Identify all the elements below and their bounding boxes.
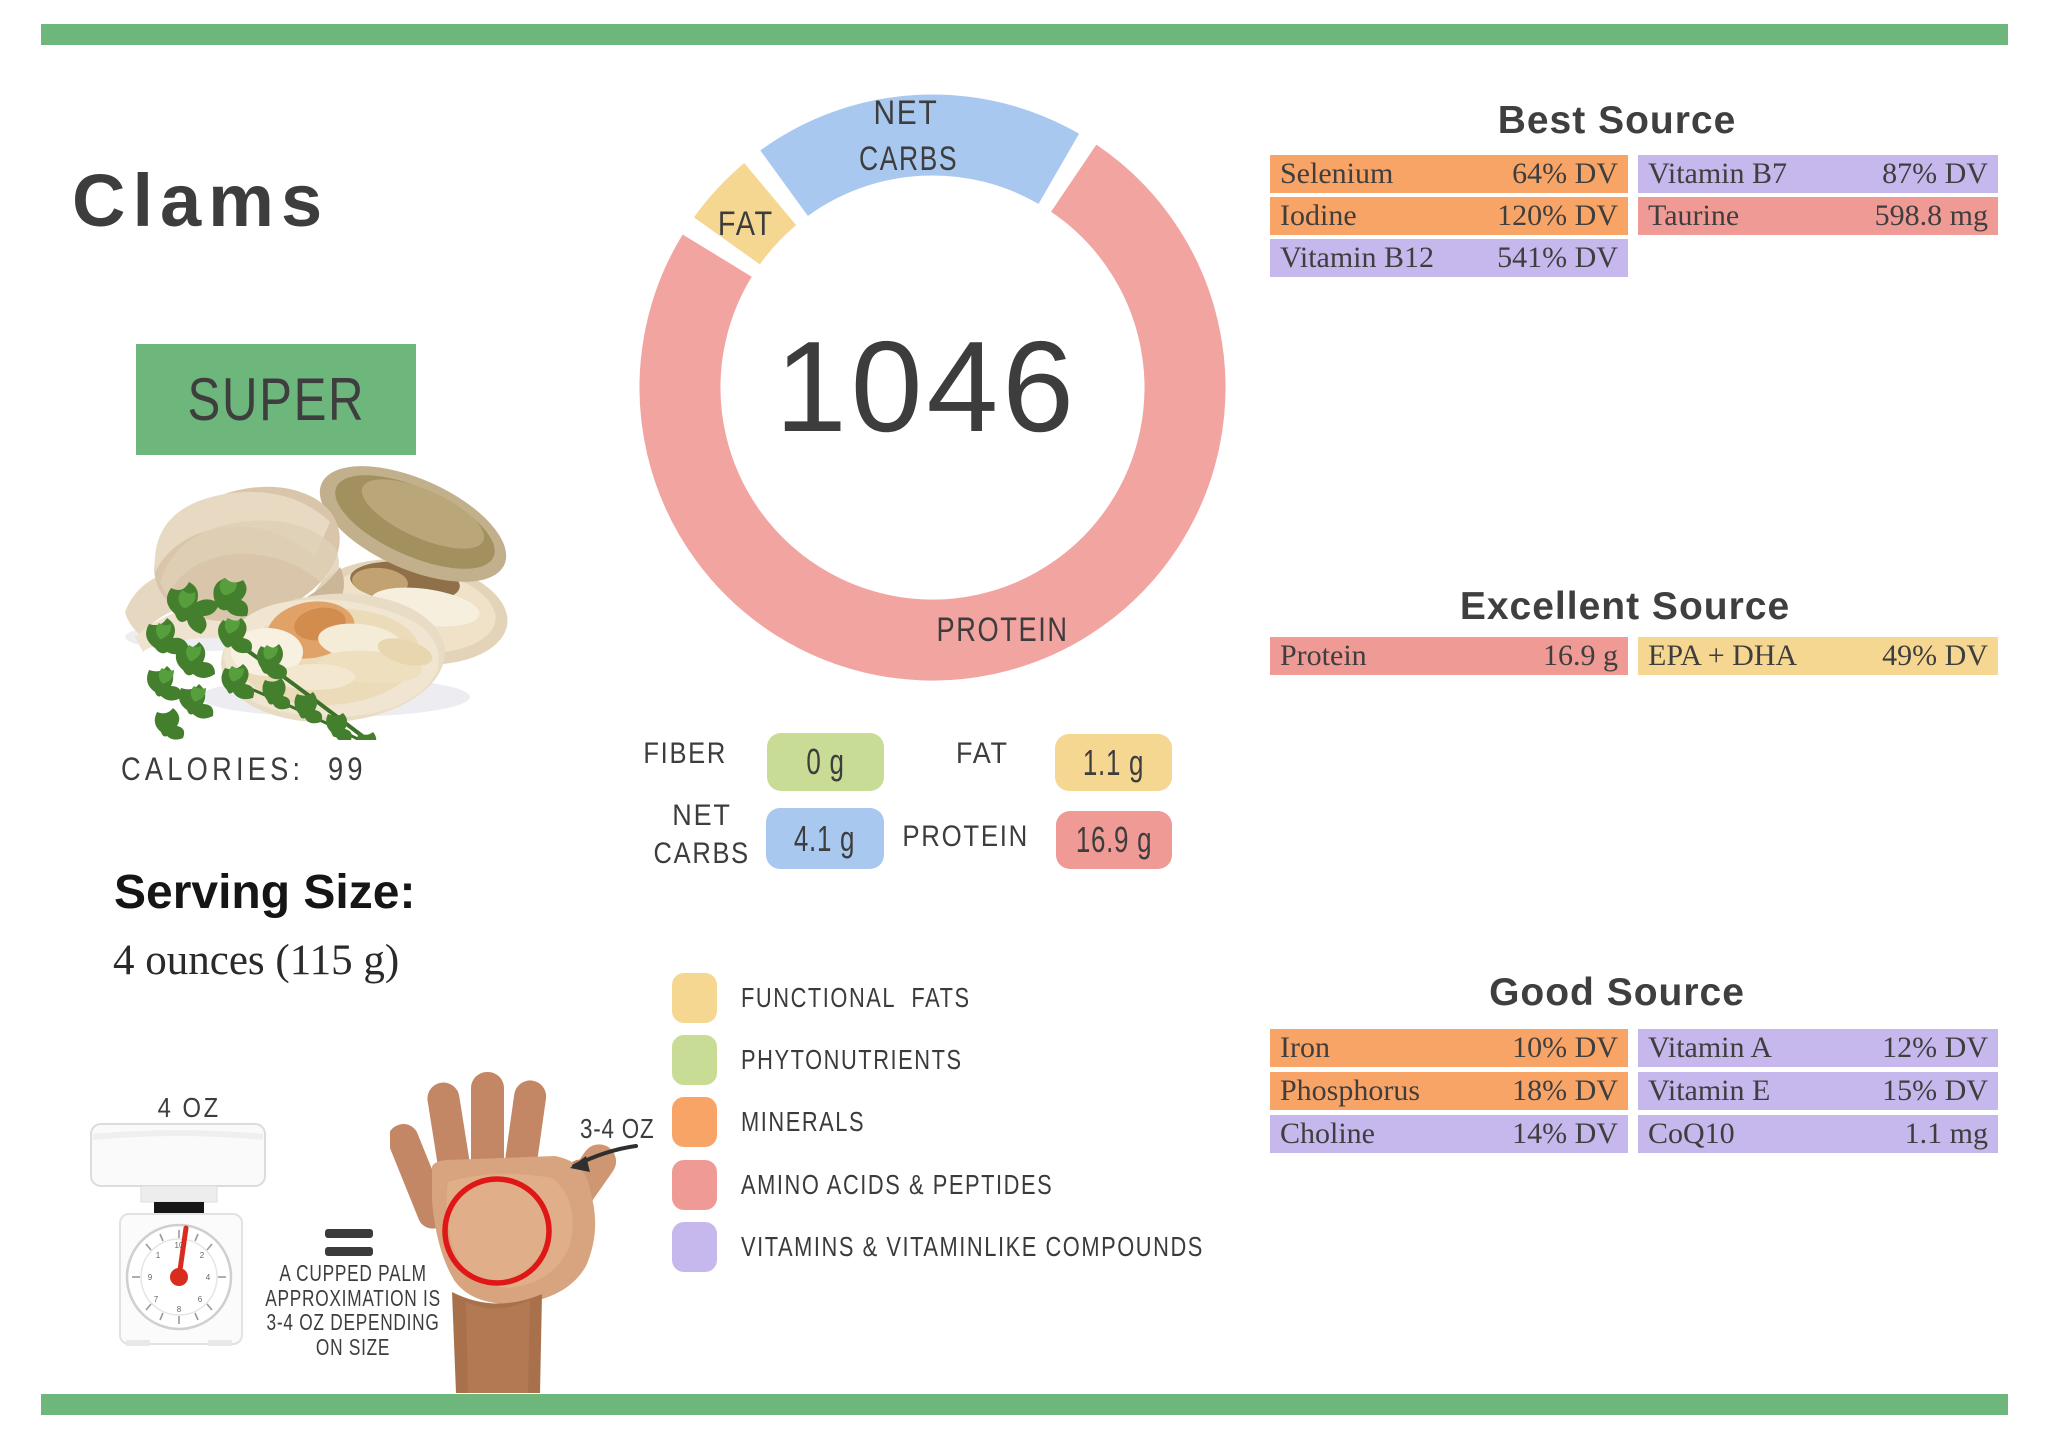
svg-text:2: 2 xyxy=(200,1251,205,1260)
svg-text:8: 8 xyxy=(177,1305,182,1314)
svg-text:10: 10 xyxy=(175,1241,184,1250)
svg-text:6: 6 xyxy=(198,1295,203,1304)
svg-text:1: 1 xyxy=(156,1251,161,1260)
svg-text:4: 4 xyxy=(206,1273,211,1282)
svg-text:7: 7 xyxy=(154,1295,159,1304)
svg-text:9: 9 xyxy=(148,1273,153,1282)
